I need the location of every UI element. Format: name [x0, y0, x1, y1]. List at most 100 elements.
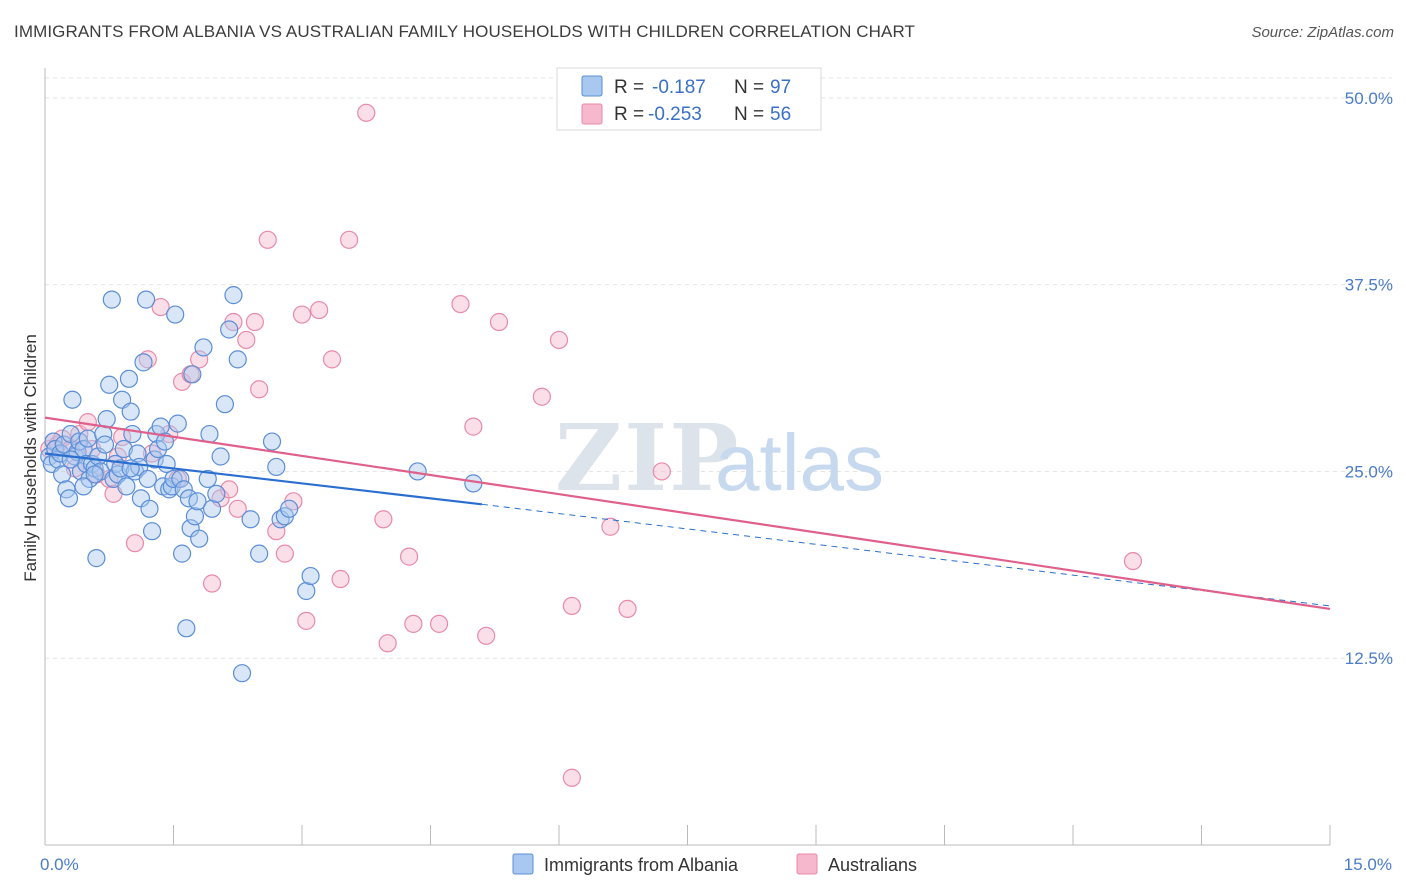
albania-point — [194, 338, 213, 357]
albania-point — [136, 290, 156, 309]
albania-point — [183, 365, 202, 384]
albania-point — [171, 469, 190, 489]
albania-point — [160, 480, 179, 499]
australians-point — [151, 297, 170, 317]
australians-point — [451, 294, 470, 314]
australians-point — [245, 312, 264, 332]
gridlines — [45, 77, 1392, 659]
albania-point — [102, 290, 121, 309]
albania-point — [140, 499, 159, 518]
albania-point — [211, 447, 230, 466]
australians-point — [202, 574, 222, 593]
x-tick-label-min: 0.0% — [40, 855, 79, 874]
australians-point — [489, 312, 509, 332]
trendline-australians — [44, 416, 1331, 610]
albania-point — [111, 459, 130, 478]
bottom-legend-label-albania: Immigrants from Albania — [544, 855, 739, 875]
albania-point — [95, 435, 115, 454]
australians-point — [429, 614, 449, 633]
chart-source: Source: ZipAtlas.com — [1251, 24, 1394, 41]
legend-swatch-albania — [581, 75, 603, 97]
trendline-albania — [44, 452, 483, 506]
albania-point — [145, 450, 164, 469]
australians-point — [562, 596, 581, 616]
albania-point — [168, 414, 187, 433]
series-australians — [40, 103, 1143, 787]
albania-point — [280, 499, 299, 518]
australians-point — [310, 300, 329, 320]
bottom-legend-label-australians: Australians — [828, 855, 917, 875]
y-tick-label: 50.0% — [1345, 89, 1393, 108]
bottom-legend-swatch-australians — [796, 853, 818, 875]
legend-n-value-australians: 56 — [770, 104, 791, 125]
bottom-legend: Immigrants from Albania Australians — [512, 853, 917, 875]
y-tick-label: 12.5% — [1345, 649, 1393, 668]
legend-n-label-albania: N = — [734, 77, 764, 98]
australians-point — [228, 499, 247, 518]
albania-point — [228, 350, 247, 369]
y-axis-label: Family Households with Children — [21, 334, 40, 582]
albania-point — [224, 286, 243, 305]
australians-point — [532, 387, 551, 406]
watermark-zip: ZIP — [555, 404, 740, 512]
albania-point — [54, 435, 73, 454]
y-tick-label: 37.5% — [1345, 276, 1393, 295]
albania-point — [61, 450, 80, 469]
albania-point — [100, 375, 119, 394]
australians-point — [292, 305, 312, 324]
australians-point — [464, 417, 483, 436]
australians-point — [652, 462, 671, 481]
australians-point — [275, 544, 294, 563]
albania-point — [151, 417, 170, 436]
albania-point — [232, 664, 252, 683]
albania-point — [301, 566, 320, 586]
albania-point — [85, 465, 104, 484]
australians-point — [399, 547, 419, 566]
albania-point — [166, 305, 185, 324]
albania-point — [198, 469, 217, 489]
australians-point — [190, 350, 209, 369]
albania-point — [155, 432, 175, 451]
albania-point — [63, 390, 82, 409]
australians-point — [125, 534, 145, 553]
series-albania — [40, 286, 483, 683]
x-ticks — [44, 825, 1331, 845]
albania-point — [250, 544, 269, 563]
albania-point — [241, 510, 260, 529]
albania-point — [138, 469, 157, 489]
australians-point — [378, 634, 397, 653]
albania-point — [121, 402, 140, 421]
australians-point — [549, 330, 569, 350]
australians-point — [340, 230, 359, 249]
albania-point — [202, 499, 222, 518]
y-tick-label: 25.0% — [1345, 462, 1393, 481]
albania-point — [188, 492, 207, 511]
australians-point — [267, 522, 286, 541]
legend-swatch-australians — [581, 103, 603, 125]
legend-r-label-australians: R = — [614, 104, 644, 125]
australians-point — [477, 626, 496, 645]
albania-point — [297, 581, 316, 601]
albania-point — [74, 477, 93, 496]
albania-point — [128, 444, 147, 463]
albania-point — [200, 424, 219, 444]
legend-r-label-albania: R = — [614, 77, 644, 98]
australians-point — [618, 599, 637, 619]
albania-point — [117, 477, 136, 496]
albania-point — [267, 457, 286, 477]
albania-point — [190, 529, 209, 548]
legend: R = -0.187 N = 97 R = -0.253 N = 56 — [556, 67, 822, 131]
australians-point — [331, 569, 350, 589]
albania-point — [207, 484, 226, 503]
australians-point — [562, 768, 581, 787]
watermark-atlas: atlas — [715, 418, 884, 507]
australians-point — [250, 380, 269, 399]
albania-point — [78, 429, 97, 448]
albania-point — [185, 507, 205, 526]
australians-point — [404, 614, 423, 633]
australians-point — [357, 103, 376, 122]
bottom-legend-swatch-albania — [512, 853, 534, 875]
legend-r-value-australians: -0.253 — [648, 104, 702, 125]
albania-point — [134, 353, 153, 372]
